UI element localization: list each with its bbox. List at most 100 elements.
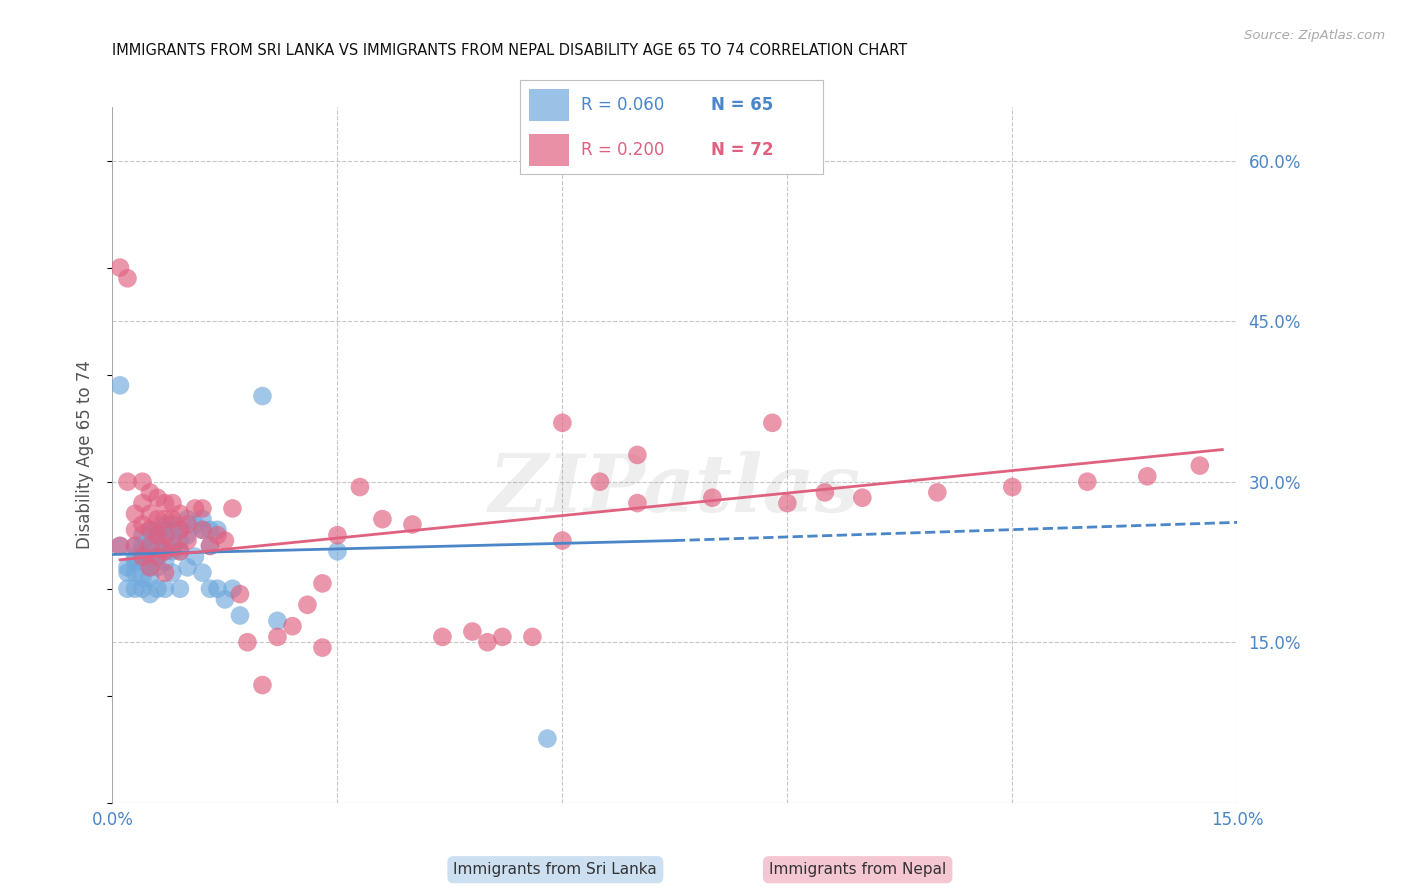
- Point: [198, 539, 221, 553]
- Point: [124, 523, 146, 537]
- Point: [139, 555, 162, 569]
- Point: [124, 539, 146, 553]
- Point: [169, 533, 191, 548]
- Text: IMMIGRANTS FROM SRI LANKA VS IMMIGRANTS FROM NEPAL DISABILITY AGE 65 TO 74 CORRE: IMMIGRANTS FROM SRI LANKA VS IMMIGRANTS …: [112, 43, 908, 58]
- Point: [108, 539, 131, 553]
- Point: [221, 582, 243, 596]
- Point: [131, 549, 153, 564]
- Point: [297, 598, 319, 612]
- Point: [117, 582, 139, 596]
- Point: [191, 566, 214, 580]
- Point: [139, 523, 162, 537]
- Point: [146, 523, 169, 537]
- Point: [117, 566, 139, 580]
- Point: [117, 475, 139, 489]
- Point: [139, 485, 162, 500]
- Text: Immigrants from Nepal: Immigrants from Nepal: [769, 863, 946, 877]
- Point: [139, 571, 162, 585]
- Text: ZIPatlas: ZIPatlas: [489, 451, 860, 528]
- Point: [139, 523, 162, 537]
- Text: N = 65: N = 65: [710, 95, 773, 113]
- Point: [153, 528, 176, 542]
- Point: [176, 533, 198, 548]
- Point: [146, 582, 169, 596]
- Point: [139, 560, 162, 574]
- Point: [371, 512, 394, 526]
- Point: [117, 271, 139, 285]
- Point: [281, 619, 304, 633]
- Point: [626, 448, 648, 462]
- Point: [214, 592, 236, 607]
- Point: [477, 635, 499, 649]
- Point: [139, 507, 162, 521]
- Point: [124, 539, 146, 553]
- Point: [108, 378, 131, 392]
- Point: [153, 544, 176, 558]
- Y-axis label: Disability Age 65 to 74: Disability Age 65 to 74: [76, 360, 94, 549]
- Point: [814, 485, 837, 500]
- Point: [207, 582, 229, 596]
- Point: [139, 560, 162, 574]
- Point: [162, 544, 184, 558]
- Point: [761, 416, 783, 430]
- Point: [191, 523, 214, 537]
- Point: [131, 582, 153, 596]
- Text: Source: ZipAtlas.com: Source: ZipAtlas.com: [1244, 29, 1385, 42]
- Point: [139, 587, 162, 601]
- Point: [162, 533, 184, 548]
- Point: [169, 582, 191, 596]
- Point: [153, 582, 176, 596]
- Point: [589, 475, 612, 489]
- Point: [252, 678, 274, 692]
- Point: [927, 485, 949, 500]
- Point: [461, 624, 484, 639]
- Point: [124, 555, 146, 569]
- Point: [851, 491, 873, 505]
- Point: [191, 523, 214, 537]
- Point: [198, 539, 221, 553]
- Text: R = 0.060: R = 0.060: [581, 95, 664, 113]
- Point: [153, 496, 176, 510]
- Point: [153, 566, 176, 580]
- Point: [139, 539, 162, 553]
- Point: [191, 501, 214, 516]
- Bar: [529, 88, 568, 120]
- Point: [162, 523, 184, 537]
- Point: [146, 528, 169, 542]
- Point: [198, 523, 221, 537]
- Point: [153, 512, 176, 526]
- Point: [626, 496, 648, 510]
- Point: [326, 544, 349, 558]
- Point: [139, 528, 162, 542]
- Point: [176, 512, 198, 526]
- Point: [124, 507, 146, 521]
- Point: [207, 528, 229, 542]
- Point: [252, 389, 274, 403]
- Bar: [529, 134, 568, 166]
- Point: [153, 555, 176, 569]
- Point: [266, 614, 288, 628]
- Point: [131, 528, 153, 542]
- Point: [146, 491, 169, 505]
- Point: [311, 640, 333, 655]
- Point: [162, 566, 184, 580]
- Point: [551, 533, 574, 548]
- Point: [124, 582, 146, 596]
- Point: [108, 260, 131, 275]
- Point: [169, 544, 191, 558]
- Point: [266, 630, 288, 644]
- Point: [162, 512, 184, 526]
- Point: [146, 512, 169, 526]
- Point: [551, 416, 574, 430]
- Point: [146, 549, 169, 564]
- Point: [146, 528, 169, 542]
- Point: [153, 544, 176, 558]
- Point: [169, 507, 191, 521]
- Point: [221, 501, 243, 516]
- Point: [184, 549, 207, 564]
- Point: [702, 491, 724, 505]
- Point: [139, 539, 162, 553]
- Point: [491, 630, 513, 644]
- Point: [1188, 458, 1211, 473]
- Point: [198, 582, 221, 596]
